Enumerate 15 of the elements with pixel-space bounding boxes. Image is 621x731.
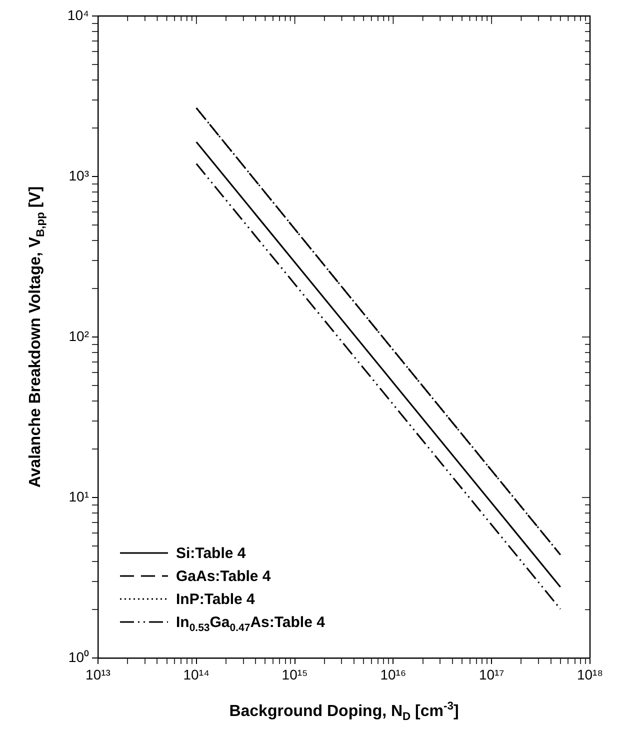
y-tick-label: 10² [68,328,90,344]
legend-label: GaAs:Table 4 [176,568,272,585]
y-tick-label: 10¹ [68,488,90,504]
x-tick-label: 10¹⁵ [282,666,308,682]
legend-label: Si:Table 4 [176,545,246,562]
x-tick-label: 10¹³ [86,666,111,682]
y-axis-title: Avalanche Breakdown Voltage, VB,pp [V] [27,186,47,488]
y-tick-label: 10³ [68,167,90,184]
y-tick-label: 10⁰ [68,648,89,665]
x-tick-label: 10¹⁷ [478,666,504,682]
x-tick-label: 10¹⁶ [380,666,406,682]
x-tick-label: 10¹⁴ [183,666,210,682]
legend-label: InP:Table 4 [176,591,256,608]
x-tick-label: 10¹⁸ [576,666,604,682]
y-tick-label: 10⁴ [67,6,89,23]
